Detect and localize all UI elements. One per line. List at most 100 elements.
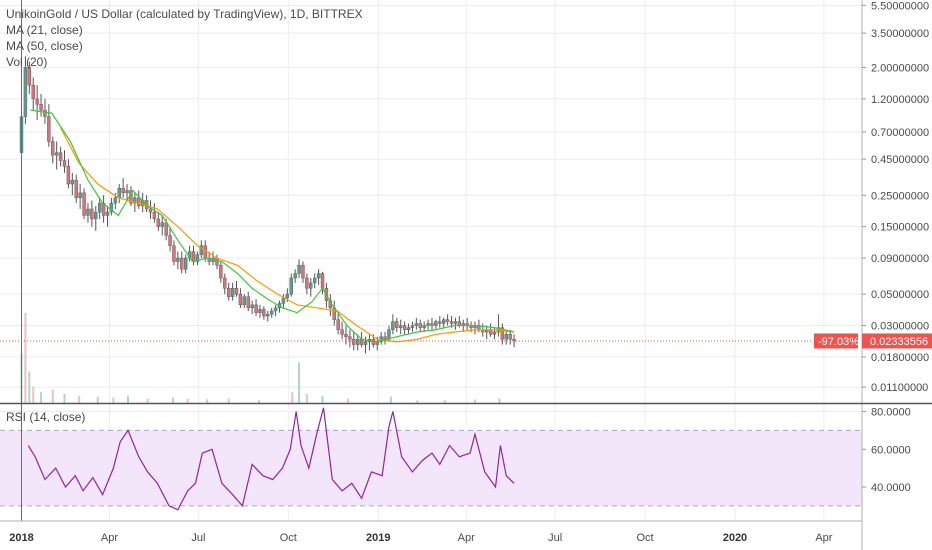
candle-body [445, 319, 450, 322]
candle-body [250, 304, 254, 309]
candle-body [266, 314, 270, 317]
volume-bar [186, 398, 189, 403]
ma50-legend: MA (50, close) [6, 39, 83, 53]
candle [445, 314, 450, 326]
rsi-tick-label: 60.0000 [871, 444, 911, 456]
candle-body [156, 218, 161, 227]
candle [406, 323, 411, 335]
candle-body [183, 257, 188, 270]
candle-body [336, 319, 340, 330]
candle [90, 200, 94, 227]
candle [51, 136, 55, 164]
candle-body [54, 152, 59, 156]
volume-bar [28, 371, 31, 403]
candle-body [309, 282, 313, 289]
candle [269, 307, 274, 318]
candle [410, 321, 415, 332]
candle-body [418, 323, 422, 328]
candle-body [305, 277, 309, 289]
candle [176, 251, 180, 270]
volume-bar [171, 397, 174, 403]
volume-bar [40, 392, 43, 403]
candle-body [109, 202, 114, 213]
candle [289, 273, 293, 297]
candle [148, 200, 153, 219]
candle-body [438, 321, 442, 324]
candle [47, 104, 51, 147]
candle-body [414, 323, 419, 326]
candle-body [269, 310, 274, 315]
price-tick-label: 3.50000000 [871, 28, 929, 40]
candle [508, 329, 512, 345]
candle-body [234, 288, 239, 295]
ma21-line [30, 109, 515, 343]
candle-body [74, 179, 78, 198]
rsi-axis: 80.0000 60.0000 40.0000 [862, 407, 911, 494]
candle [301, 261, 305, 283]
candle-body [97, 202, 102, 213]
ma21-legend: MA (21, close) [6, 23, 83, 37]
candle [246, 291, 250, 311]
price-tick-label: 0.09000000 [871, 253, 929, 265]
volume-bar [227, 398, 230, 403]
volume-bar [473, 399, 476, 403]
candle [160, 215, 164, 236]
candle [504, 329, 508, 345]
candle [101, 195, 106, 223]
candle-body [488, 329, 493, 335]
candle [442, 317, 446, 328]
candle-body [47, 116, 51, 142]
candle-body [273, 307, 278, 312]
candle [199, 240, 204, 259]
candle [512, 334, 516, 348]
rsi-pane-legend: RSI (14, close) [6, 410, 85, 424]
candle-body [27, 67, 32, 86]
candle [422, 321, 426, 332]
candle-body [500, 327, 505, 340]
candle-body [356, 339, 360, 345]
volume-bar [63, 394, 66, 403]
candle [54, 141, 59, 170]
candle [58, 146, 63, 167]
candle-body [230, 288, 235, 297]
candle-body [352, 339, 356, 345]
volume-bar [206, 399, 209, 403]
candle [262, 306, 266, 320]
candle [348, 329, 352, 348]
candle [183, 254, 188, 274]
candle [395, 317, 399, 332]
volume-bar [298, 362, 301, 403]
candle [31, 77, 35, 111]
candle [86, 203, 90, 223]
date-tick-label: 2020 [723, 532, 747, 544]
candle [27, 61, 32, 94]
price-tick-label: 0.01800000 [871, 352, 929, 364]
candle-body [86, 208, 90, 216]
chart-title: UnikoinGold / US Dollar (calculated by T… [6, 7, 363, 21]
candle-body [58, 152, 63, 161]
candle-body [164, 222, 168, 236]
candle-body [176, 257, 180, 262]
candle [39, 93, 43, 117]
candle [168, 226, 172, 252]
candle [23, 56, 28, 124]
candle [74, 174, 78, 204]
candle-body [504, 334, 508, 340]
volume-bar [112, 397, 115, 403]
candle-body [113, 197, 118, 204]
candle-body [410, 325, 415, 328]
candle-body [348, 336, 352, 340]
candle [418, 319, 422, 332]
candle [242, 294, 247, 308]
candle-body [320, 273, 325, 289]
candle [340, 321, 344, 340]
price-tick-label: 0.70000000 [871, 127, 929, 139]
candle-body [78, 192, 82, 198]
candle-body [94, 211, 98, 220]
rsi-tick-label: 40.0000 [871, 482, 911, 494]
volume-bar [257, 400, 260, 403]
candle [254, 299, 258, 317]
candle-body [148, 208, 153, 213]
candle-body [258, 309, 262, 313]
